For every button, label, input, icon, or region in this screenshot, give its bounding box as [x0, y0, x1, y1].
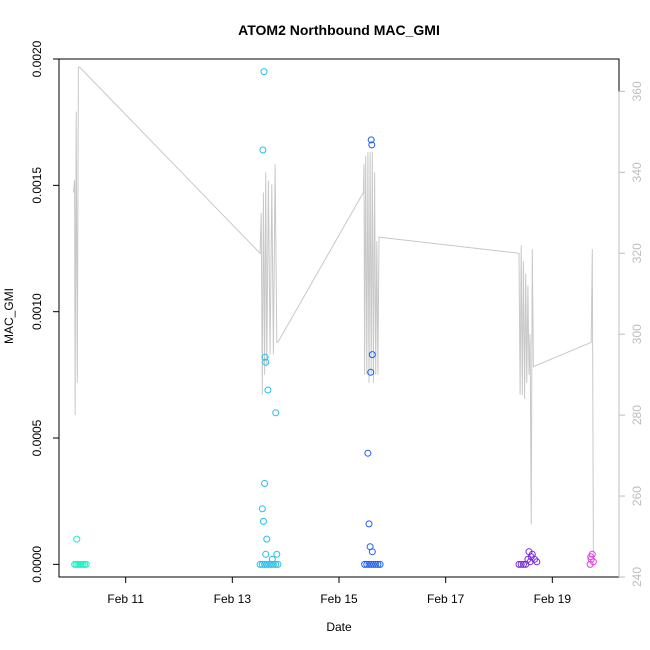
data-point [272, 409, 280, 417]
x-tick-label: Feb 11 [107, 592, 144, 606]
data-point [256, 560, 264, 568]
y-axis-label: MAC_GMI [2, 288, 16, 344]
y2-tick-label: 360 [630, 81, 644, 101]
data-point [273, 550, 281, 558]
data-point [533, 558, 541, 566]
data-point [264, 386, 272, 394]
data-point [515, 560, 523, 568]
x-tick-label: Feb 13 [214, 592, 252, 606]
y-tick-label: 0.0000 [30, 546, 44, 583]
data-point [367, 560, 375, 568]
data-point [365, 520, 373, 528]
data-point [367, 368, 375, 376]
y-tick-label: 0.0010 [30, 293, 44, 330]
data-point [259, 517, 267, 525]
data-point [527, 553, 535, 561]
data-point [372, 560, 380, 568]
data-point [374, 560, 382, 568]
y2-tick-label: 340 [630, 162, 644, 182]
y-tick-label: 0.0005 [30, 419, 44, 456]
data-point [263, 560, 271, 568]
data-point [269, 560, 277, 568]
data-point [73, 535, 81, 543]
data-point [363, 560, 371, 568]
y2-tick-label: 320 [630, 243, 644, 263]
plot-marks [71, 66, 597, 568]
data-point [368, 141, 376, 149]
data-point [367, 136, 375, 144]
data-point [376, 560, 384, 568]
x-tick-label: Feb 19 [534, 592, 572, 606]
data-point [258, 560, 266, 568]
data-point [260, 68, 268, 76]
data-point [262, 550, 270, 558]
data-point [517, 560, 525, 568]
data-point [261, 480, 269, 487]
y2-tick-label: 300 [630, 324, 644, 344]
data-point [368, 351, 376, 359]
data-point [262, 358, 270, 366]
data-point [274, 560, 282, 568]
data-point [369, 560, 377, 568]
y-tick-label: 0.0020 [30, 40, 44, 77]
chart-title: ATOM2 Northbound MAC_GMI [238, 22, 440, 38]
y2-tick-label: 240 [630, 567, 644, 587]
data-point [272, 560, 280, 568]
data-point [259, 146, 267, 154]
data-point [267, 560, 275, 568]
plot-frame [58, 58, 620, 578]
data-point [258, 505, 266, 513]
series-line [72, 66, 594, 557]
data-point [365, 560, 373, 568]
data-point [361, 560, 369, 568]
data-point [268, 555, 276, 563]
data-point [263, 535, 271, 543]
data-point [261, 353, 269, 361]
data-point [587, 553, 595, 561]
data-point [519, 560, 527, 568]
y-tick-label: 0.0015 [30, 167, 44, 204]
data-point [82, 560, 90, 568]
data-point [261, 560, 269, 568]
axes: Feb 11 Feb 13 Feb 15 Feb 17 Feb 19 0.0000 0.00… [30, 40, 644, 606]
data-point [265, 560, 273, 568]
x-tick-label: Feb 17 [427, 592, 465, 606]
data-point [368, 548, 376, 556]
y2-tick-label: 280 [630, 405, 644, 425]
data-point [364, 449, 372, 457]
x-axis-label: Date [326, 620, 352, 634]
x-tick-label: Feb 15 [320, 592, 358, 606]
y2-tick-label: 260 [630, 486, 644, 506]
